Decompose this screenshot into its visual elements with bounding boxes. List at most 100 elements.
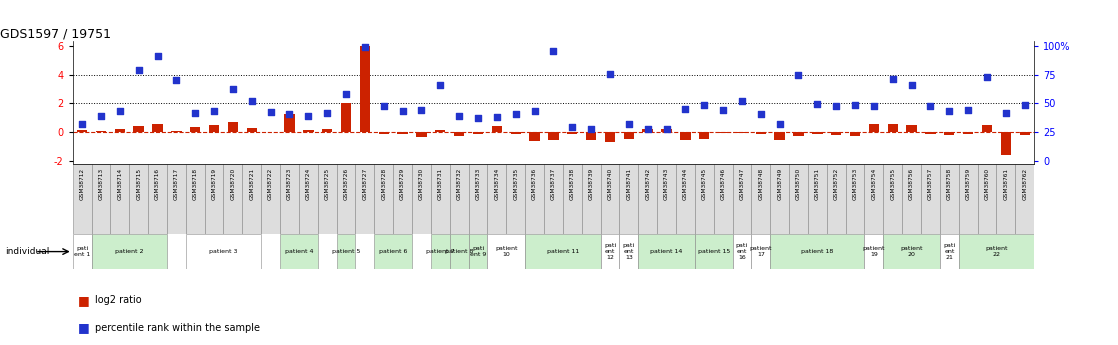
Text: patient 14: patient 14 (651, 249, 683, 254)
Text: pati
ent
16: pati ent 16 (736, 243, 748, 260)
Point (281, 111, 299, 116)
Point (676, 107, 694, 112)
Point (657, 126, 675, 131)
Bar (337, 164, 356, 234)
Bar (303, 130, 313, 132)
Bar (888, 124, 898, 132)
Bar (435, 130, 445, 132)
Bar (280, 234, 318, 269)
Bar (171, 131, 181, 132)
Bar (111, 164, 130, 234)
Point (168, 77, 186, 82)
Bar (959, 164, 977, 234)
Point (1016, 102, 1034, 108)
Bar (944, 132, 955, 135)
Bar (751, 234, 770, 269)
Text: log2 ratio: log2 ratio (95, 295, 142, 305)
Text: pati
ent
21: pati ent 21 (944, 243, 956, 260)
Point (582, 126, 600, 131)
Text: GSM38717: GSM38717 (174, 168, 179, 200)
Text: GSM38761: GSM38761 (1003, 168, 1008, 199)
Text: individual: individual (6, 247, 50, 256)
Text: GSM38714: GSM38714 (117, 168, 122, 200)
Bar (864, 234, 883, 269)
Bar (299, 164, 318, 234)
Bar (318, 164, 337, 234)
Text: GSM38737: GSM38737 (551, 168, 556, 200)
Text: GSM38759: GSM38759 (966, 168, 970, 200)
Point (413, 107, 430, 113)
Text: GSM38718: GSM38718 (192, 168, 198, 200)
Point (865, 103, 883, 108)
Bar (468, 234, 487, 269)
Bar (525, 164, 544, 234)
Text: GSM38743: GSM38743 (664, 168, 669, 200)
Point (130, 68, 148, 73)
Point (997, 110, 1015, 116)
Point (619, 121, 637, 127)
Text: GSM38740: GSM38740 (607, 168, 613, 200)
Text: patient 15: patient 15 (698, 249, 730, 254)
Text: GSM38738: GSM38738 (570, 168, 575, 200)
Text: GSM38734: GSM38734 (494, 168, 500, 200)
Point (959, 107, 977, 113)
Point (827, 104, 845, 109)
Point (884, 76, 902, 82)
Bar (1015, 164, 1034, 234)
Bar (694, 164, 713, 234)
Bar (1001, 132, 1011, 155)
Text: pati
ent 1: pati ent 1 (74, 246, 91, 257)
Bar (468, 164, 487, 234)
Bar (115, 129, 125, 132)
Text: GSM38747: GSM38747 (739, 168, 745, 200)
Bar (643, 129, 653, 132)
Bar (883, 164, 902, 234)
Bar (638, 234, 694, 269)
Bar (940, 164, 959, 234)
Bar (152, 124, 163, 132)
Bar (449, 234, 468, 269)
Point (544, 49, 562, 54)
Bar (322, 129, 332, 132)
Text: patient 18: patient 18 (802, 249, 834, 254)
Bar (699, 132, 710, 139)
Point (714, 107, 732, 113)
Bar (737, 132, 747, 133)
Text: GDS1597 / 19751: GDS1597 / 19751 (0, 27, 111, 40)
Text: GSM38725: GSM38725 (324, 168, 330, 200)
Bar (562, 164, 581, 234)
Point (92, 114, 110, 119)
Bar (600, 234, 619, 269)
Text: GSM38720: GSM38720 (230, 168, 236, 200)
Bar (224, 164, 243, 234)
Bar (130, 164, 148, 234)
Point (808, 101, 826, 107)
Point (525, 108, 543, 114)
Bar (775, 132, 785, 140)
Bar (205, 164, 224, 234)
Text: GSM38719: GSM38719 (211, 168, 217, 200)
Text: GSM38729: GSM38729 (400, 168, 405, 200)
Text: patient
17: patient 17 (749, 246, 773, 257)
Bar (167, 164, 186, 234)
Bar (73, 164, 92, 234)
Bar (869, 124, 879, 132)
Bar (624, 132, 634, 139)
Text: GSM38748: GSM38748 (758, 168, 764, 200)
Bar (548, 132, 559, 140)
Point (563, 125, 581, 130)
Text: patient 7: patient 7 (426, 249, 455, 254)
Bar (756, 132, 766, 135)
Point (432, 82, 449, 87)
Point (470, 115, 487, 121)
Bar (940, 234, 959, 269)
Text: GSM38727: GSM38727 (362, 168, 368, 200)
Bar (902, 164, 921, 234)
Point (902, 83, 920, 88)
Text: GSM38746: GSM38746 (721, 168, 726, 200)
Point (487, 115, 505, 120)
Bar (713, 164, 732, 234)
Text: GSM38733: GSM38733 (475, 168, 481, 200)
Bar (996, 164, 1015, 234)
Text: patient
20: patient 20 (900, 246, 922, 257)
